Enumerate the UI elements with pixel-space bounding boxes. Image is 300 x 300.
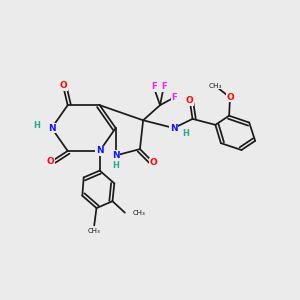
Text: O: O <box>59 82 67 91</box>
Text: N: N <box>112 151 119 160</box>
Text: CH₃: CH₃ <box>88 228 100 234</box>
Text: O: O <box>47 158 55 166</box>
Text: H: H <box>33 121 40 130</box>
Text: F: F <box>151 82 157 91</box>
Text: N: N <box>96 146 103 155</box>
Text: F: F <box>161 82 167 91</box>
Text: N: N <box>48 124 56 133</box>
Text: N: N <box>170 124 178 133</box>
Text: F: F <box>171 93 177 102</box>
Text: O: O <box>186 96 194 105</box>
Text: CH₃: CH₃ <box>208 83 222 89</box>
Text: CH₃: CH₃ <box>133 210 146 216</box>
Text: H: H <box>183 130 190 139</box>
Text: O: O <box>150 158 158 167</box>
Text: H: H <box>112 161 119 170</box>
Text: O: O <box>226 93 234 102</box>
